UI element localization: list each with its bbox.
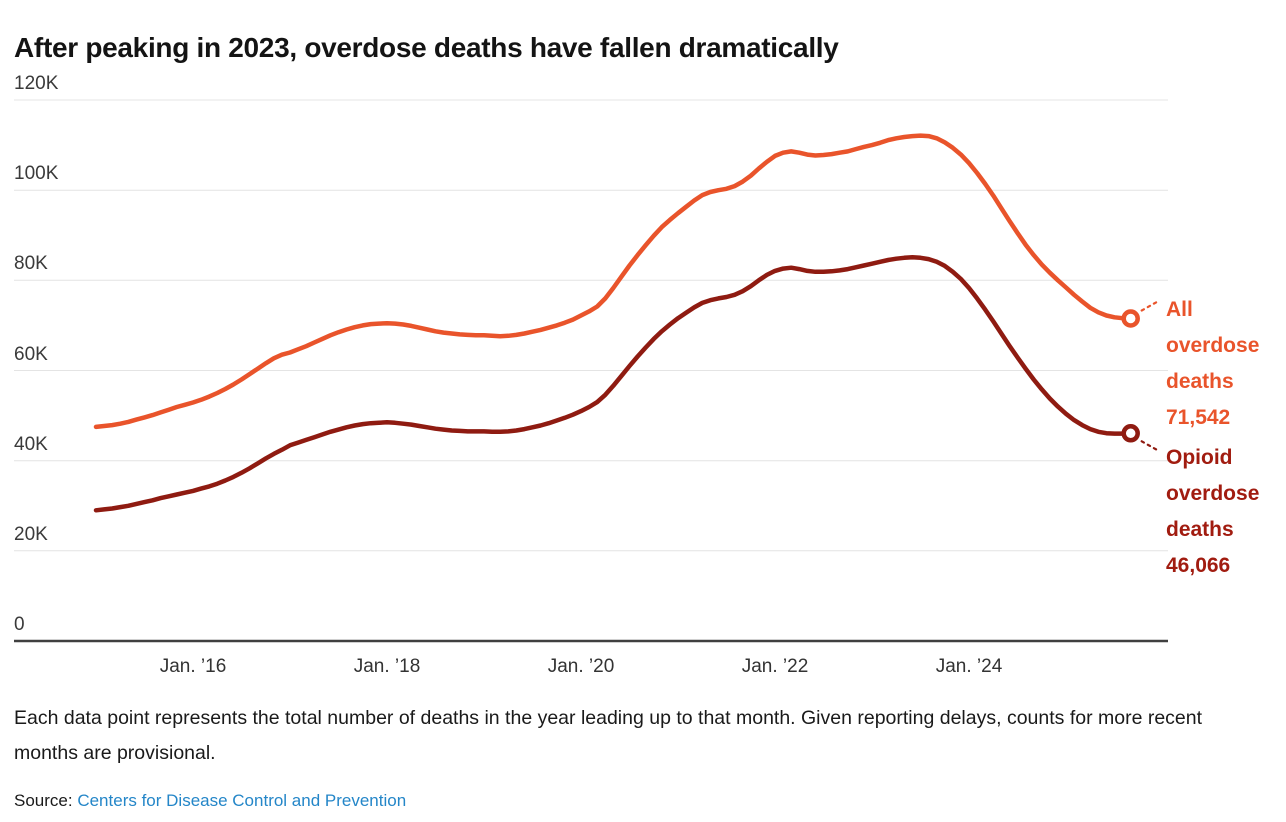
y-axis-label-20K: 20K <box>14 523 48 545</box>
x-axis-label-2020: Jan. ’20 <box>547 656 615 677</box>
endpoint-marker-all-overdose-deaths <box>1121 309 1140 328</box>
x-axis-label-2016: Jan. ’16 <box>159 656 227 677</box>
y-axis-label-0: 0 <box>14 614 25 635</box>
annotation-line: Opioid <box>1166 446 1233 469</box>
annotation-value: 46,066 <box>1166 554 1231 577</box>
y-axis-label-80K: 80K <box>14 253 48 275</box>
annotation-value: 71,542 <box>1166 406 1231 429</box>
y-axis-label-60K: 60K <box>14 343 48 365</box>
annotation-line: overdose <box>1166 482 1260 505</box>
endpoint-marker-opioid-overdose-deaths <box>1121 424 1140 443</box>
label-connector-opioid-overdose-deaths <box>1140 440 1159 452</box>
y-axis-label-40K: 40K <box>14 433 48 455</box>
source-line: Source: Centers for Disease Control and … <box>14 791 406 811</box>
label-connector-all-overdose-deaths <box>1140 300 1159 312</box>
x-axis-label-2018: Jan. ’18 <box>353 656 421 677</box>
annotation-line: deaths <box>1166 518 1234 541</box>
y-axis-label-100K: 100K <box>14 163 59 185</box>
page-title: After peaking in 2023, overdose deaths h… <box>14 31 839 63</box>
annotation-line: overdose <box>1166 334 1260 357</box>
y-axis-label-120K: 120K <box>14 73 59 94</box>
x-axis-label-2022: Jan. ’22 <box>741 656 809 677</box>
annotation-all-overdose: All overdose deaths 71,542 <box>1166 292 1259 436</box>
source-label: Source: <box>14 791 73 810</box>
line-opioid-overdose-deaths <box>93 255 1133 513</box>
annotation-line: All <box>1166 298 1193 321</box>
annotation-line: deaths <box>1166 370 1234 393</box>
x-axis-label-2024: Jan. ’24 <box>935 656 1003 677</box>
annotation-opioid-overdose: Opioid overdose deaths 46,066 <box>1166 440 1259 584</box>
source-link[interactable]: Centers for Disease Control and Preventi… <box>77 791 407 810</box>
footnote: Each data point represents the total num… <box>14 707 1203 764</box>
line-all-overdose-deaths <box>93 133 1133 430</box>
